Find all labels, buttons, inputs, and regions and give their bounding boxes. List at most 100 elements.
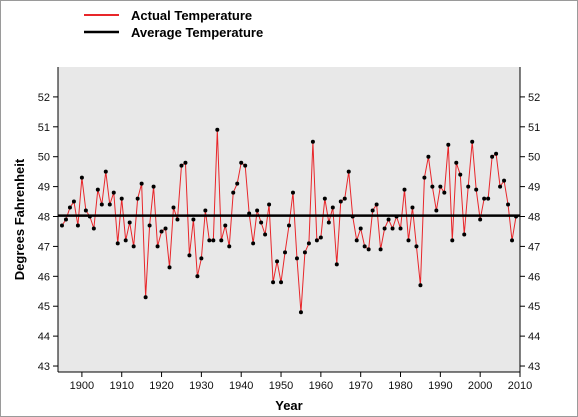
data-point-1899: [75, 223, 80, 228]
data-point-1929: [195, 274, 200, 279]
data-point-1916: [143, 295, 148, 300]
data-point-2003: [490, 154, 495, 159]
data-point-1953: [290, 190, 295, 195]
data-point-1907: [107, 202, 112, 207]
x-tick-label-1900: 1900: [70, 380, 94, 392]
data-point-1896: [63, 217, 68, 222]
data-point-2006: [502, 178, 507, 183]
data-point-1986: [422, 175, 427, 180]
y-tick-label-right-47: 47: [528, 241, 540, 253]
data-point-1958: [310, 139, 315, 144]
data-point-1966: [342, 196, 347, 201]
data-point-1974: [374, 202, 379, 207]
data-point-1959: [314, 238, 319, 243]
data-point-1934: [215, 127, 220, 132]
data-point-1944: [255, 208, 260, 213]
data-point-1991: [442, 190, 447, 195]
x-tick-label-2000: 2000: [468, 380, 492, 392]
x-tick-label-1990: 1990: [428, 380, 452, 392]
data-point-1909: [115, 241, 120, 246]
data-point-1960: [318, 235, 323, 240]
data-point-1930: [199, 256, 204, 261]
data-point-1973: [370, 208, 375, 213]
data-point-1990: [438, 184, 443, 189]
data-point-1965: [338, 199, 343, 204]
data-point-1937: [227, 244, 232, 249]
data-point-1908: [111, 190, 116, 195]
data-point-2005: [498, 184, 503, 189]
y-tick-label-right-43: 43: [528, 361, 540, 373]
x-axis-title: Year: [275, 398, 302, 413]
data-point-2007: [506, 202, 511, 207]
data-point-1945: [259, 220, 264, 225]
x-tick-label-1920: 1920: [149, 380, 173, 392]
data-point-1963: [330, 205, 335, 210]
data-point-1980: [398, 226, 403, 231]
data-point-1954: [294, 256, 299, 261]
data-point-2008: [510, 238, 515, 243]
data-point-1982: [406, 238, 411, 243]
data-point-1931: [203, 208, 208, 213]
data-point-1975: [378, 247, 383, 252]
data-point-1987: [426, 154, 431, 159]
y-tick-label-right-44: 44: [528, 331, 540, 343]
data-point-1940: [239, 160, 244, 165]
data-point-1901: [83, 208, 88, 213]
data-point-1914: [135, 196, 140, 201]
x-tick-label-2010: 2010: [508, 380, 532, 392]
data-point-1955: [298, 310, 303, 315]
x-tick-label-1930: 1930: [189, 380, 213, 392]
data-point-1939: [235, 181, 240, 186]
data-point-1924: [175, 217, 180, 222]
x-tick-label-1940: 1940: [229, 380, 253, 392]
legend-label-average: Average Temperature: [131, 25, 263, 40]
data-point-2001: [482, 196, 487, 201]
data-point-1917: [147, 223, 152, 228]
y-tick-label-right-46: 46: [528, 271, 540, 283]
data-point-1900: [79, 175, 84, 180]
y-tick-label-right-52: 52: [528, 92, 540, 104]
y-tick-label-right-48: 48: [528, 212, 540, 224]
data-point-1925: [179, 163, 184, 168]
x-tick-label-1910: 1910: [109, 380, 133, 392]
data-point-1952: [287, 223, 291, 228]
y-tick-label-right-50: 50: [528, 152, 540, 164]
data-point-1941: [243, 163, 248, 168]
data-point-1938: [231, 190, 236, 195]
x-tick-label-1970: 1970: [348, 380, 372, 392]
data-point-1957: [306, 241, 311, 246]
data-point-1946: [263, 232, 268, 237]
data-point-1947: [267, 202, 272, 207]
data-point-1904: [95, 187, 100, 192]
data-point-1936: [223, 223, 228, 228]
data-point-1993: [450, 238, 455, 243]
data-point-1969: [354, 238, 359, 243]
y-tick-label-left-48: 48: [38, 212, 50, 224]
data-point-1915: [139, 181, 144, 186]
data-point-1918: [151, 184, 156, 189]
y-tick-label-right-51: 51: [528, 122, 540, 134]
data-point-1920: [159, 229, 164, 234]
data-point-1989: [434, 208, 439, 213]
y-tick-label-left-47: 47: [38, 241, 50, 253]
y-tick-label-left-43: 43: [38, 361, 50, 373]
data-point-1997: [466, 184, 471, 189]
y-tick-label-right-45: 45: [528, 301, 540, 313]
data-point-1967: [346, 169, 351, 174]
data-point-2000: [478, 217, 483, 222]
data-point-1970: [358, 226, 363, 231]
data-point-1922: [167, 265, 172, 270]
data-point-1972: [366, 247, 371, 252]
data-point-1985: [418, 283, 423, 288]
y-tick-label-left-50: 50: [38, 152, 50, 164]
data-point-1951: [283, 250, 288, 255]
data-point-1978: [390, 226, 395, 231]
data-point-1943: [251, 241, 256, 246]
x-tick-label-1960: 1960: [309, 380, 333, 392]
data-point-1932: [207, 238, 212, 243]
data-point-2004: [494, 151, 499, 156]
data-point-1905: [99, 202, 104, 207]
data-point-1976: [382, 226, 387, 231]
